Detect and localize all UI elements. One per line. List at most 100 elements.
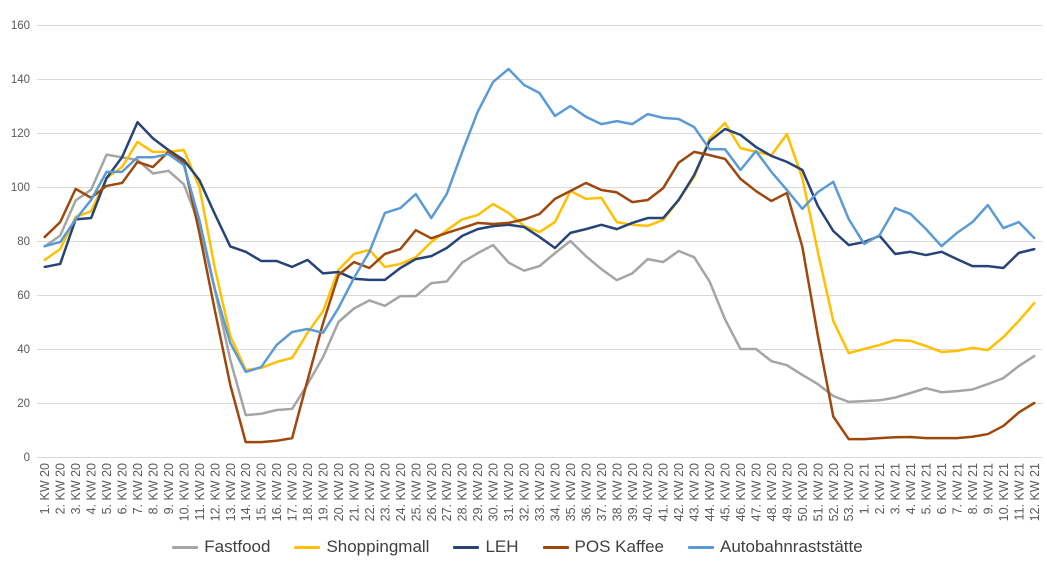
x-tick-label: 41. KW 20: [657, 463, 671, 521]
x-tick-label: 43. KW 20: [688, 463, 702, 521]
data-point-autobahnraststatte: [460, 150, 464, 154]
data-point-pos-kaffee: [568, 189, 572, 193]
x-tick-label: 8. KW 20: [146, 463, 160, 514]
legend: Fastfood Shoppingmall LEH POS Kaffee Aut…: [0, 536, 1047, 558]
data-point-pos-kaffee: [661, 186, 665, 190]
data-point-autobahnraststatte: [800, 207, 804, 211]
y-tick-label: 160: [11, 20, 30, 32]
data-point-fastfood: [677, 249, 681, 253]
data-point-fastfood: [507, 261, 511, 265]
data-point-shoppingmall: [58, 247, 62, 251]
data-point-pos-kaffee: [1001, 424, 1005, 428]
x-tick-label: 11. KW 20: [193, 463, 207, 520]
data-point-leh: [398, 266, 402, 270]
data-point-fastfood: [847, 400, 851, 404]
data-point-fastfood: [429, 281, 433, 285]
data-point-autobahnraststatte: [58, 240, 62, 244]
data-point-pos-kaffee: [275, 439, 279, 443]
data-point-pos-kaffee: [414, 228, 418, 232]
data-point-fastfood: [367, 298, 371, 302]
data-point-fastfood: [599, 267, 603, 271]
data-point-leh: [228, 244, 232, 248]
legend-item-shoppingmall: Shoppingmall: [294, 536, 429, 558]
data-point-autobahnraststatte: [924, 227, 928, 231]
x-tick-label: 47. KW 20: [749, 463, 763, 521]
x-tick-label: 3. KW 21: [889, 463, 903, 514]
data-point-fastfood: [970, 388, 974, 392]
data-point-fastfood: [460, 261, 464, 265]
data-point-autobahnraststatte: [986, 203, 990, 207]
data-point-pos-kaffee: [553, 197, 557, 201]
legend-label: Shoppingmall: [326, 537, 430, 556]
data-point-pos-kaffee: [58, 220, 62, 224]
x-tick-label: 45. KW 20: [719, 463, 733, 521]
data-point-shoppingmall: [1017, 319, 1021, 323]
data-point-shoppingmall: [321, 309, 325, 313]
data-point-autobahnraststatte: [445, 192, 449, 196]
data-point-fastfood: [909, 391, 913, 395]
data-point-leh: [568, 231, 572, 235]
data-point-shoppingmall: [460, 217, 464, 221]
x-tick-label: 2. KW 21: [873, 463, 887, 514]
legend-item-leh: LEH: [453, 536, 519, 558]
data-point-fastfood: [692, 255, 696, 259]
data-point-fastfood: [74, 199, 78, 203]
data-point-leh: [970, 264, 974, 268]
data-point-shoppingmall: [120, 165, 124, 169]
data-point-autobahnraststatte: [306, 327, 310, 331]
data-point-autobahnraststatte: [352, 276, 356, 280]
data-point-leh: [584, 227, 588, 231]
data-point-leh: [816, 204, 820, 208]
x-tick-label: 15. KW 20: [255, 463, 269, 521]
y-axis: 0 20 40 60 80 100 120 140 160: [11, 20, 30, 464]
x-tick-label: 19. KW 20: [317, 463, 331, 521]
data-point-pos-kaffee: [816, 334, 820, 338]
data-point-fastfood: [584, 254, 588, 258]
data-point-fastfood: [739, 347, 743, 351]
data-point-leh: [213, 212, 217, 216]
data-point-pos-kaffee: [337, 273, 341, 277]
data-point-fastfood: [244, 413, 248, 417]
data-point-fastfood: [1001, 376, 1005, 380]
data-point-pos-kaffee: [599, 188, 603, 192]
y-tick-label: 60: [17, 290, 30, 302]
data-point-autobahnraststatte: [769, 170, 773, 174]
x-tick-label: 2. KW 20: [54, 463, 68, 514]
data-point-shoppingmall: [831, 319, 835, 323]
data-point-pos-kaffee: [398, 247, 402, 251]
x-tick-label: 4. KW 21: [904, 463, 918, 514]
x-tick-label: 6. KW 20: [116, 463, 130, 514]
data-point-autobahnraststatte: [847, 217, 851, 221]
data-point-autobahnraststatte: [182, 163, 186, 167]
data-point-fastfood: [58, 234, 62, 238]
x-tick-label: 42. KW 20: [672, 463, 686, 521]
data-point-shoppingmall: [986, 348, 990, 352]
x-tick-label: 53. KW 20: [842, 463, 856, 521]
data-point-autobahnraststatte: [878, 233, 882, 237]
x-tick-label: 22. KW 20: [363, 463, 377, 521]
data-point-leh: [476, 227, 480, 231]
x-tick-label: 24. KW 20: [394, 463, 408, 521]
data-point-fastfood: [182, 182, 186, 186]
data-point-leh: [831, 229, 835, 233]
data-point-shoppingmall: [847, 351, 851, 355]
data-point-shoppingmall: [970, 346, 974, 350]
data-point-leh: [136, 120, 140, 124]
data-point-leh: [553, 246, 557, 250]
data-point-pos-kaffee: [862, 437, 866, 441]
data-point-autobahnraststatte: [630, 122, 634, 126]
data-point-shoppingmall: [398, 262, 402, 266]
x-tick-label: 50. KW 20: [796, 463, 810, 521]
data-point-autobahnraststatte: [553, 114, 557, 118]
x-tick-label: 10. KW 21: [997, 463, 1011, 521]
x-tick-label: 51. KW 20: [811, 463, 825, 521]
data-point-pos-kaffee: [105, 184, 109, 188]
data-point-pos-kaffee: [213, 308, 217, 312]
data-point-autobahnraststatte: [723, 147, 727, 151]
data-point-pos-kaffee: [754, 189, 758, 193]
data-point-leh: [445, 246, 449, 250]
data-point-shoppingmall: [352, 252, 356, 256]
data-point-pos-kaffee: [986, 432, 990, 436]
data-point-autobahnraststatte: [476, 110, 480, 114]
